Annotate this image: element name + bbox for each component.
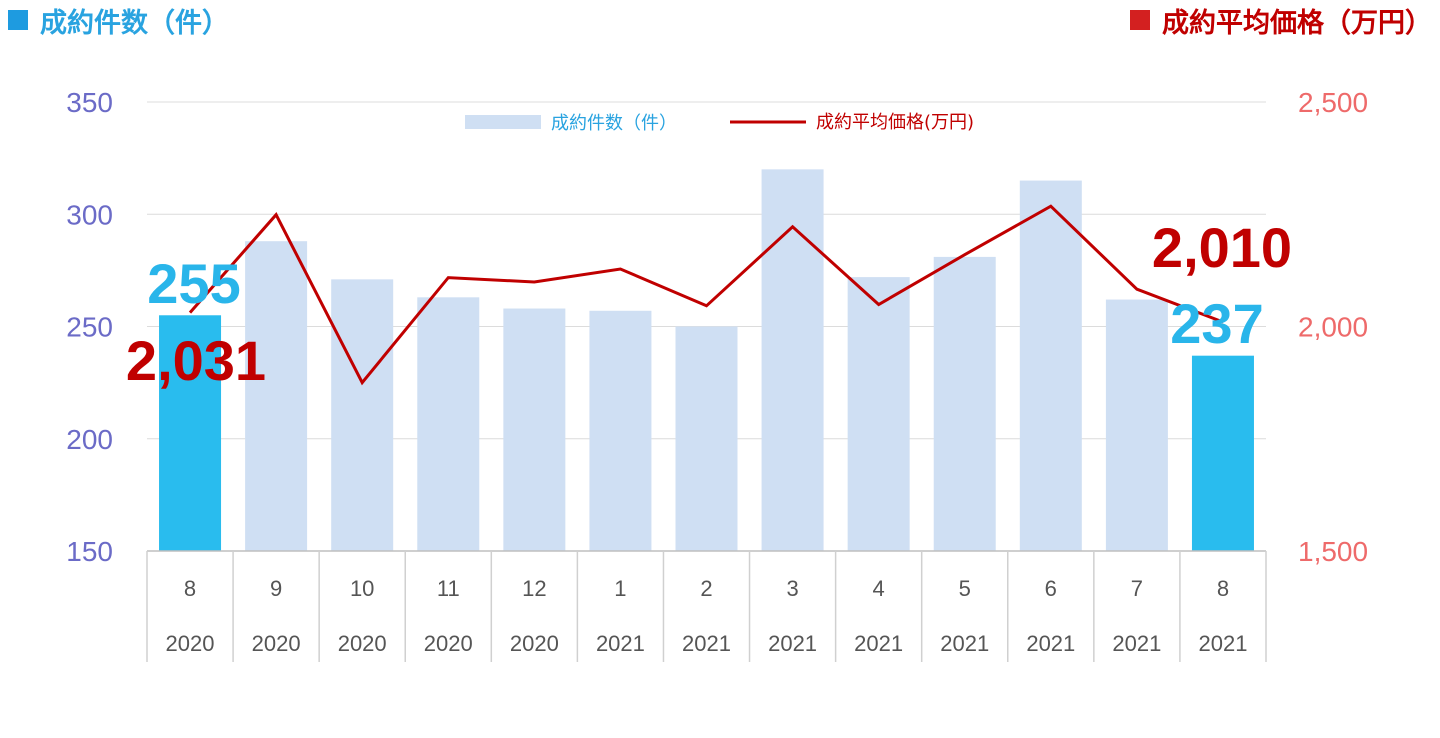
left-tick-label: 300	[66, 199, 113, 230]
right-tick-label: 1,500	[1298, 536, 1368, 567]
category-axis: 8 2020 9 2020 10 2020 11 2020 12 2020 1 2021 2 2021 3 2…	[146, 550, 1267, 662]
month-label: 2	[700, 576, 712, 601]
month-label: 3	[786, 576, 798, 601]
legend-bar-swatch	[465, 115, 541, 129]
year-label: 2021	[682, 631, 731, 656]
bar-series-marker-icon	[8, 10, 28, 30]
year-label: 2021	[596, 631, 645, 656]
month-label: 11	[437, 576, 460, 601]
month-label: 7	[1131, 576, 1143, 601]
bar	[1191, 355, 1254, 551]
year-label: 2020	[166, 631, 215, 656]
bar	[675, 326, 738, 551]
bar	[933, 256, 996, 551]
left-axis-header: 成約件数（件）	[8, 0, 229, 40]
legend-bar-label: 成約件数（件）	[551, 113, 677, 134]
line-series-marker-icon	[1130, 10, 1150, 30]
year-label: 2021	[940, 631, 989, 656]
bar-series	[159, 169, 1254, 551]
month-label: 6	[1045, 576, 1057, 601]
right-axis-title: 成約平均価格（万円）	[1162, 7, 1432, 39]
left-tick-label: 350	[66, 87, 113, 118]
bar	[1019, 180, 1082, 551]
month-label: 4	[873, 576, 885, 601]
legend: 成約件数（件） 成約平均価格(万円)	[465, 112, 974, 134]
year-label: 2020	[338, 631, 387, 656]
year-label: 2021	[1112, 631, 1161, 656]
month-label: 10	[350, 576, 374, 601]
bar	[245, 241, 308, 551]
bar	[589, 310, 652, 551]
month-label: 9	[270, 576, 282, 601]
month-label: 1	[614, 576, 626, 601]
left-axis-title: 成約件数（件）	[40, 7, 229, 39]
last-count-label: 237	[1170, 292, 1263, 355]
month-label: 12	[522, 576, 546, 601]
year-label: 2021	[1026, 631, 1075, 656]
annotations: 255 2,031 2,010 237	[126, 216, 1292, 392]
right-axis-header: 成約平均価格（万円）	[1130, 0, 1432, 40]
bar	[331, 279, 394, 551]
year-label: 2021	[854, 631, 903, 656]
year-label: 2021	[1198, 631, 1247, 656]
first-count-label: 255	[147, 252, 240, 315]
line-series	[188, 204, 1224, 386]
bar	[847, 277, 910, 551]
right-tick-label: 2,500	[1298, 87, 1368, 118]
bar	[761, 169, 824, 551]
year-label: 2020	[424, 631, 473, 656]
month-label: 5	[959, 576, 971, 601]
first-price-label: 2,031	[126, 329, 266, 392]
bar	[1105, 299, 1168, 551]
left-tick-label: 150	[66, 536, 113, 567]
bar	[159, 315, 222, 551]
legend-line-label: 成約平均価格(万円)	[816, 112, 974, 133]
month-label: 8	[184, 576, 196, 601]
year-label: 2020	[252, 631, 301, 656]
last-price-label: 2,010	[1152, 216, 1292, 279]
right-axis: 1,500 2,000 2,500	[1298, 87, 1368, 567]
right-tick-label: 2,000	[1298, 312, 1368, 343]
left-tick-label: 250	[66, 312, 113, 343]
bar	[503, 308, 566, 551]
year-label: 2020	[510, 631, 559, 656]
bar	[417, 297, 480, 551]
month-label: 8	[1217, 576, 1229, 601]
left-tick-label: 200	[66, 424, 113, 455]
left-axis: 150 200 250 300 350	[66, 87, 113, 567]
year-label: 2021	[768, 631, 817, 656]
